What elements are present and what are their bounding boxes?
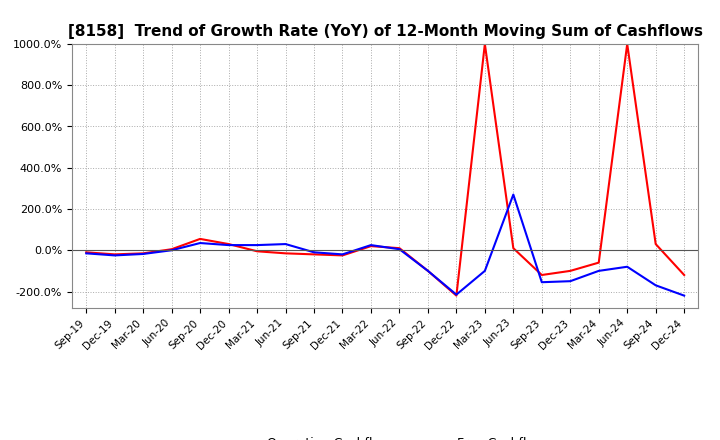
Operating Cashflow — [225, 242, 233, 247]
Free Cashflow — [139, 251, 148, 257]
Free Cashflow — [110, 253, 119, 258]
Operating Cashflow — [537, 272, 546, 278]
Operating Cashflow — [566, 268, 575, 274]
Operating Cashflow — [196, 236, 204, 242]
Operating Cashflow — [452, 293, 461, 298]
Operating Cashflow — [509, 246, 518, 251]
Operating Cashflow — [395, 246, 404, 251]
Free Cashflow — [595, 268, 603, 274]
Operating Cashflow — [623, 41, 631, 47]
Free Cashflow — [680, 293, 688, 298]
Free Cashflow — [282, 242, 290, 247]
Operating Cashflow — [139, 251, 148, 256]
Operating Cashflow — [480, 41, 489, 47]
Free Cashflow — [652, 282, 660, 288]
Operating Cashflow — [423, 268, 432, 274]
Operating Cashflow — [310, 252, 318, 257]
Free Cashflow — [480, 268, 489, 274]
Operating Cashflow — [282, 251, 290, 256]
Line: Free Cashflow: Free Cashflow — [86, 194, 684, 296]
Free Cashflow — [537, 279, 546, 285]
Free Cashflow — [566, 279, 575, 284]
Operating Cashflow — [167, 246, 176, 252]
Free Cashflow — [82, 251, 91, 256]
Operating Cashflow — [680, 272, 688, 278]
Line: Operating Cashflow: Operating Cashflow — [86, 44, 684, 296]
Free Cashflow — [623, 264, 631, 269]
Operating Cashflow — [110, 252, 119, 257]
Free Cashflow — [196, 240, 204, 246]
Free Cashflow — [338, 252, 347, 257]
Free Cashflow — [452, 292, 461, 297]
Operating Cashflow — [338, 253, 347, 258]
Operating Cashflow — [652, 242, 660, 247]
Free Cashflow — [423, 268, 432, 274]
Free Cashflow — [167, 248, 176, 253]
Free Cashflow — [509, 192, 518, 197]
Free Cashflow — [225, 242, 233, 248]
Title: [8158]  Trend of Growth Rate (YoY) of 12-Month Moving Sum of Cashflows: [8158] Trend of Growth Rate (YoY) of 12-… — [68, 24, 703, 39]
Operating Cashflow — [595, 260, 603, 265]
Free Cashflow — [366, 242, 375, 248]
Operating Cashflow — [253, 249, 261, 254]
Operating Cashflow — [82, 249, 91, 255]
Free Cashflow — [310, 249, 318, 255]
Free Cashflow — [253, 242, 261, 248]
Operating Cashflow — [366, 243, 375, 249]
Legend: Operating Cashflow, Free Cashflow: Operating Cashflow, Free Cashflow — [221, 432, 549, 440]
Free Cashflow — [395, 246, 404, 252]
